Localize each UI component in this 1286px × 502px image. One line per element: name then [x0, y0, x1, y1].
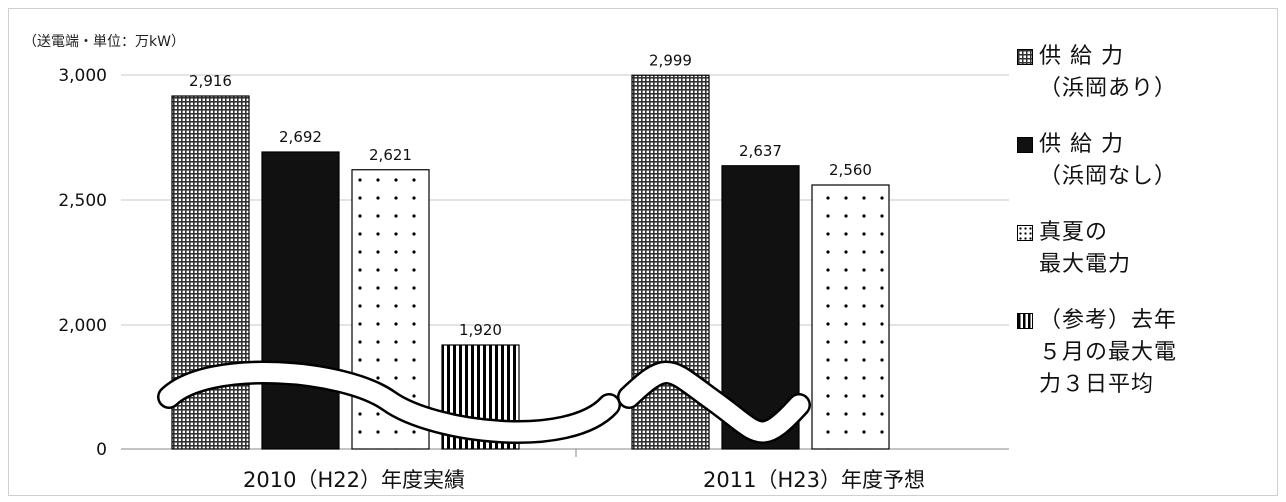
data-label: 2,999: [649, 51, 692, 69]
data-label: 2,560: [829, 161, 872, 179]
data-label: 1,920: [459, 321, 502, 339]
y-tick-label: 2,500: [58, 191, 107, 211]
legend-item: 供 給 力 （浜岡なし）: [1017, 129, 1286, 193]
category-label: 2010（H22）年度実績: [243, 468, 465, 492]
unit-note: （送電端・単位：万kW）: [23, 34, 185, 50]
legend-swatch: [1017, 225, 1033, 241]
legend-swatch: [1017, 137, 1033, 153]
bar-chart: 0 2,000 2,500 3,000 2,916 2,999 2,692 2,637 2,6…: [58, 51, 1009, 492]
bar: [811, 184, 890, 450]
legend-item: 供 給 力 （浜岡あり）: [1017, 41, 1286, 105]
bar: [261, 151, 340, 450]
data-label: 2,621: [369, 146, 412, 164]
legend-item: 真夏の 最大電力: [1017, 217, 1286, 281]
chart-frame: （送電端・単位：万kW） 0 2,000 2,500 3,000 2,916 2,999…: [8, 8, 1278, 496]
legend-label: 供 給 力 （浜岡あり）: [1039, 44, 1178, 101]
legend-label: 真夏の 最大電力: [1039, 220, 1132, 277]
category-label: 2011（H23）年度予想: [703, 468, 925, 492]
legend-label: 供 給 力 （浜岡なし）: [1039, 132, 1178, 189]
y-tick-label: 3,000: [58, 66, 107, 86]
data-label: 2,916: [189, 72, 232, 90]
y-tick-label: 2,000: [58, 316, 107, 336]
y-tick-label: 0: [96, 440, 107, 460]
axis-break-wave: [159, 363, 619, 442]
data-label: 2,637: [739, 142, 782, 160]
legend: 供 給 力 （浜岡あり） 供 給 力 （浜岡なし） 真夏の 最大電力 （参考）去年 ５…: [1017, 41, 1286, 401]
legend-swatch: [1017, 49, 1033, 65]
legend-swatch: [1017, 313, 1033, 329]
data-label: 2,692: [279, 128, 322, 146]
legend-label: （参考）去年 ５月の最大電 力３日平均: [1039, 308, 1178, 397]
legend-item: （参考）去年 ５月の最大電 力３日平均: [1017, 305, 1286, 401]
axis-break-wave: [619, 363, 809, 442]
